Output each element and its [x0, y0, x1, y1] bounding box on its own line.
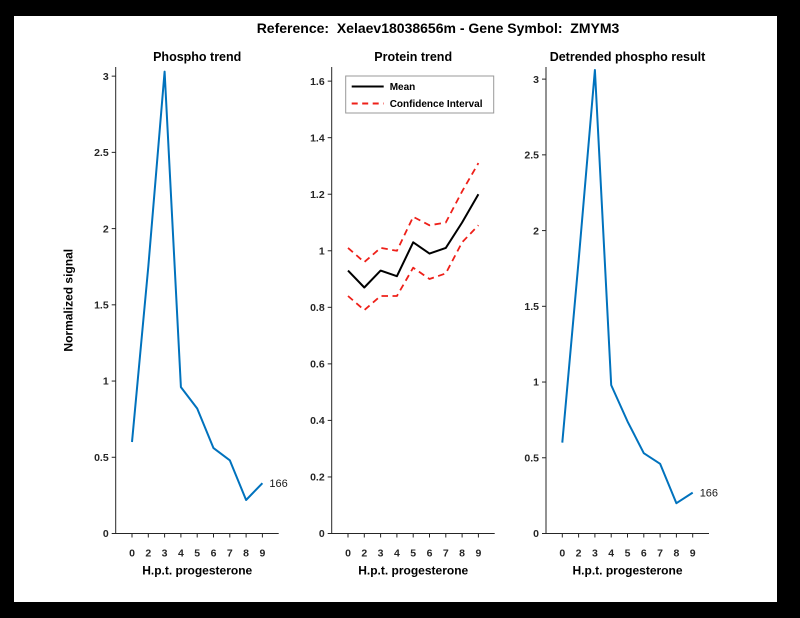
x-tick-label: 4	[178, 548, 184, 560]
x-tick-label: 2	[361, 548, 367, 560]
x-tick-label: 3	[592, 548, 598, 560]
x-tick-label: 6	[211, 548, 217, 560]
legend-box	[345, 75, 495, 114]
x-tick-label: 9	[475, 548, 481, 560]
y-tick-label: 0.8	[310, 302, 325, 314]
x-tick-label: 5	[410, 548, 416, 560]
series-confidence-interval-upper	[347, 162, 480, 264]
point-annotation: 166	[700, 487, 718, 499]
legend-label: Confidence Interval	[390, 99, 483, 110]
figure-canvas: Reference: Xelaev18038656m - Gene Symbol…	[14, 16, 777, 602]
y-tick-label: 0.2	[310, 472, 325, 484]
x-tick-label: 3	[162, 548, 168, 560]
legend: Mean Confidence Interval	[345, 75, 495, 114]
series-detrended-phospho-signal	[561, 69, 694, 505]
series-phospho-signal	[131, 70, 264, 501]
x-tick-label: 4	[394, 548, 400, 560]
x-tick-label: 8	[459, 548, 465, 560]
series-confidence-interval-lower	[347, 224, 480, 312]
figure-title: Reference: Xelaev18038656m - Gene Symbol…	[256, 20, 620, 36]
x-tick-label: 4	[608, 548, 614, 560]
y-tick-label: 0.5	[524, 452, 539, 464]
y-axis-label: Normalized signal	[62, 249, 76, 352]
y-tick-label: 1	[319, 245, 325, 257]
x-tick-label: 5	[625, 548, 631, 560]
y-tick-label: 0.5	[94, 452, 109, 464]
x-tick-label: 9	[690, 548, 696, 560]
x-tick-label: 7	[657, 548, 663, 560]
y-tick-label: 2	[103, 223, 109, 235]
axes-spines	[545, 67, 709, 534]
legend-label: Mean	[390, 82, 416, 93]
x-tick-label: 9	[259, 548, 265, 560]
y-tick-label: 0.6	[310, 359, 325, 371]
x-tick-label: 3	[378, 548, 384, 560]
y-tick-label: 2.5	[524, 150, 539, 162]
y-tick-label: 2	[533, 225, 539, 237]
x-tick-label: 7	[443, 548, 449, 560]
subplot-2: 00.20.40.60.811.21.41.60 2 3 4 5 6 7 8 9Protein …	[310, 50, 495, 578]
y-tick-label: 1.2	[310, 189, 325, 201]
x-tick-label: 5	[194, 548, 200, 560]
y-tick-label: 3	[533, 74, 539, 86]
y-tick-label: 1.5	[524, 301, 539, 313]
x-tick-label: 8	[673, 548, 679, 560]
x-tick-label: 7	[227, 548, 233, 560]
x-axis-label: H.p.t. progesterone	[142, 564, 252, 578]
y-tick-label: 2.5	[94, 147, 109, 159]
x-tick-label: 0	[559, 548, 565, 560]
y-tick-label: 1	[103, 376, 109, 388]
y-tick-label: 0	[103, 528, 109, 540]
subplot-title: Detrended phospho result	[550, 50, 706, 64]
y-tick-label: 0	[533, 528, 539, 540]
y-tick-label: 1	[533, 377, 539, 389]
y-tick-label: 1.4	[310, 132, 325, 144]
y-tick-label: 0.4	[310, 415, 325, 427]
axes-spines	[331, 67, 495, 534]
x-tick-label: 6	[641, 548, 647, 560]
y-tick-label: 1.6	[310, 76, 325, 88]
axes-spines	[115, 67, 279, 534]
x-tick-label: 8	[243, 548, 249, 560]
subplot-title: Protein trend	[374, 50, 452, 64]
series-mean	[347, 193, 480, 289]
x-tick-label: 6	[427, 548, 433, 560]
x-axis-label: H.p.t. progesterone	[572, 564, 682, 578]
y-tick-label: 3	[103, 71, 109, 83]
x-axis-label: H.p.t. progesterone	[358, 564, 468, 578]
x-tick-label: 2	[145, 548, 151, 560]
point-annotation: 166	[269, 478, 287, 490]
subplot-title: Phospho trend	[153, 50, 241, 64]
x-tick-label: 0	[345, 548, 351, 560]
x-tick-label: 0	[129, 548, 135, 560]
y-tick-label: 1.5	[94, 300, 109, 312]
y-tick-label: 0	[319, 528, 325, 540]
x-tick-label: 2	[576, 548, 582, 560]
